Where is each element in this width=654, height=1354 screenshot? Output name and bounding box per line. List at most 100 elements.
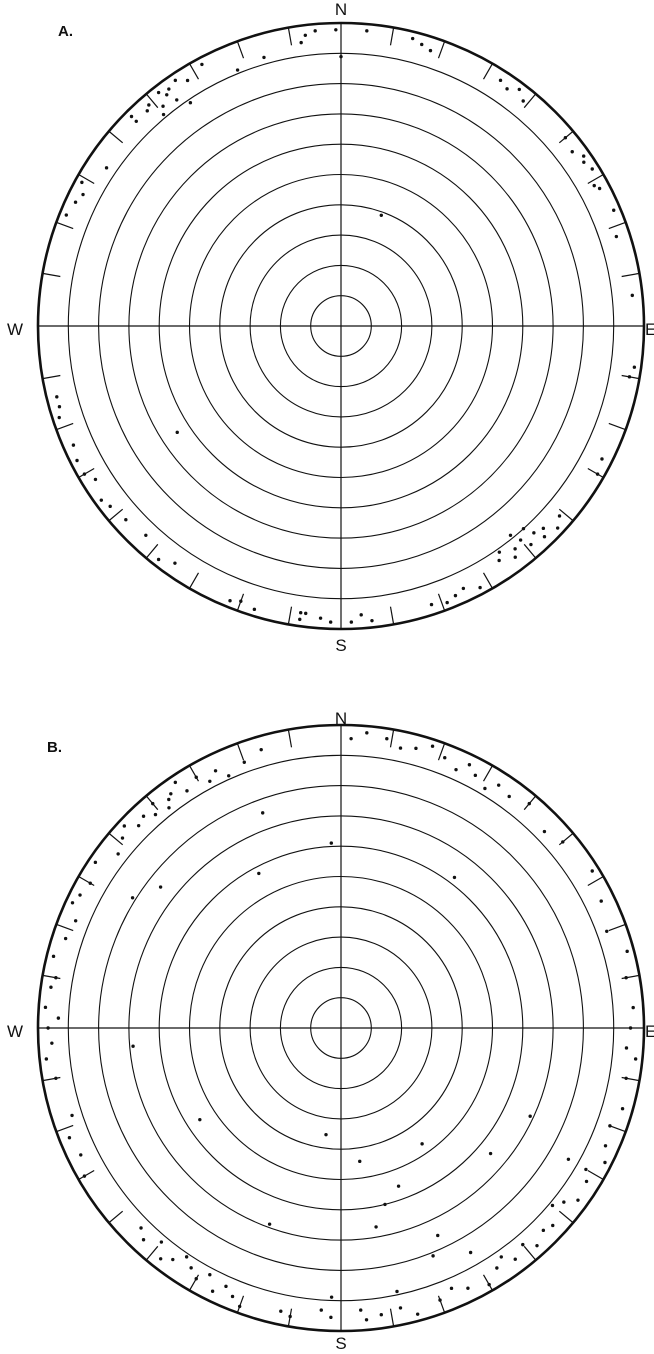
data-point-a-0 xyxy=(262,55,266,60)
tick-b-120 xyxy=(587,1169,604,1181)
data-point-a-78 xyxy=(505,87,509,91)
data-point-b-31 xyxy=(44,1057,49,1061)
data-point-b-3 xyxy=(213,769,218,773)
data-point-b-73 xyxy=(584,1179,589,1184)
north-label-b: N xyxy=(335,709,347,728)
data-point-b-80 xyxy=(633,1057,638,1061)
tick-a-130 xyxy=(558,508,574,522)
data-point-b-59 xyxy=(438,1298,442,1302)
data-point-b-57 xyxy=(398,1306,403,1310)
data-point-b-121 xyxy=(267,1222,272,1226)
data-point-b-99 xyxy=(430,744,435,748)
data-point-b-8 xyxy=(169,792,173,796)
data-point-a-4 xyxy=(161,112,166,117)
data-point-b-105 xyxy=(257,871,261,876)
data-point-a-13 xyxy=(167,87,171,91)
tick-b-240 xyxy=(78,1169,95,1181)
data-point-b-108 xyxy=(130,896,135,900)
data-point-a-34 xyxy=(239,599,243,603)
data-point-b-111 xyxy=(158,885,163,889)
data-point-b-107 xyxy=(329,841,334,845)
data-point-a-37 xyxy=(304,611,308,616)
data-point-a-76 xyxy=(521,99,525,103)
data-point-b-117 xyxy=(488,1151,493,1156)
data-point-b-119 xyxy=(374,1225,378,1229)
tick-b-310 xyxy=(108,832,124,846)
data-point-b-54 xyxy=(359,1308,363,1312)
data-point-a-36 xyxy=(228,598,232,603)
tick-a-210 xyxy=(188,572,200,589)
data-point-b-79 xyxy=(624,1076,628,1080)
data-point-a-10 xyxy=(165,93,169,97)
data-point-a-52 xyxy=(508,533,513,538)
tick-b-340 xyxy=(236,743,245,761)
data-point-a-65 xyxy=(627,375,632,379)
tick-a-110 xyxy=(608,422,626,431)
data-point-a-19 xyxy=(73,200,78,204)
data-point-a-22 xyxy=(57,415,61,420)
data-point-a-38 xyxy=(318,616,323,620)
data-point-b-46 xyxy=(210,1289,215,1293)
stereonet-axes-a xyxy=(38,23,644,629)
data-point-b-123 xyxy=(329,1295,334,1299)
data-point-b-1 xyxy=(242,760,246,764)
data-point-b-25 xyxy=(54,976,58,980)
tick-a-240 xyxy=(78,467,95,479)
tick-a-220 xyxy=(145,543,159,559)
data-point-a-77 xyxy=(517,87,521,92)
data-point-b-96 xyxy=(467,763,472,767)
tick-b-220 xyxy=(145,1245,159,1261)
data-point-b-56 xyxy=(379,1313,383,1317)
data-point-a-72 xyxy=(582,160,586,164)
tick-a-140 xyxy=(523,543,537,559)
tick-a-160 xyxy=(437,593,446,611)
data-point-b-26 xyxy=(49,985,53,989)
data-point-a-29 xyxy=(99,498,104,502)
data-point-b-41 xyxy=(171,1257,175,1262)
tick-a-350 xyxy=(287,27,293,46)
data-point-b-22 xyxy=(73,919,78,923)
tick-b-20 xyxy=(437,743,446,761)
plotted-points-a xyxy=(55,28,637,624)
data-point-a-58 xyxy=(513,547,517,551)
tick-b-130 xyxy=(558,1210,574,1224)
tick-a-320 xyxy=(145,93,159,109)
data-point-b-84 xyxy=(624,976,628,980)
data-point-b-76 xyxy=(603,1144,608,1148)
data-point-b-19 xyxy=(88,881,92,885)
data-point-b-29 xyxy=(46,1026,50,1030)
data-point-b-33 xyxy=(70,1113,74,1118)
data-point-b-2 xyxy=(227,774,231,778)
data-point-a-69 xyxy=(597,186,602,191)
tick-a-120 xyxy=(587,467,604,479)
data-point-b-45 xyxy=(208,1273,212,1277)
data-point-b-102 xyxy=(385,737,389,741)
data-point-a-31 xyxy=(144,533,148,537)
data-point-a-41 xyxy=(349,620,354,624)
data-point-a-14 xyxy=(134,119,138,123)
data-point-a-23 xyxy=(55,395,59,399)
data-point-b-17 xyxy=(116,852,120,856)
stereonet-panel-a: A. N S E W xyxy=(7,0,654,655)
data-point-a-87 xyxy=(104,166,109,170)
data-point-b-91 xyxy=(527,801,531,806)
tick-a-250 xyxy=(56,422,74,431)
data-point-a-30 xyxy=(124,518,128,522)
data-point-a-28 xyxy=(108,504,112,509)
data-point-b-68 xyxy=(541,1228,546,1233)
data-point-a-39 xyxy=(328,620,333,624)
data-point-a-84 xyxy=(339,54,343,59)
data-point-b-98 xyxy=(443,755,447,760)
tick-b-150 xyxy=(482,1274,494,1291)
panel-label-b: B. xyxy=(47,739,62,756)
data-point-b-74 xyxy=(584,1167,588,1172)
west-label-b: W xyxy=(7,1022,23,1041)
data-point-b-13 xyxy=(141,814,146,818)
data-point-a-12 xyxy=(185,78,190,83)
data-point-a-81 xyxy=(420,42,424,47)
data-point-b-34 xyxy=(67,1136,72,1140)
tick-b-260 xyxy=(42,1076,61,1082)
data-point-b-47 xyxy=(224,1284,228,1289)
data-point-b-110 xyxy=(131,1044,135,1048)
data-point-b-120 xyxy=(383,1202,387,1207)
